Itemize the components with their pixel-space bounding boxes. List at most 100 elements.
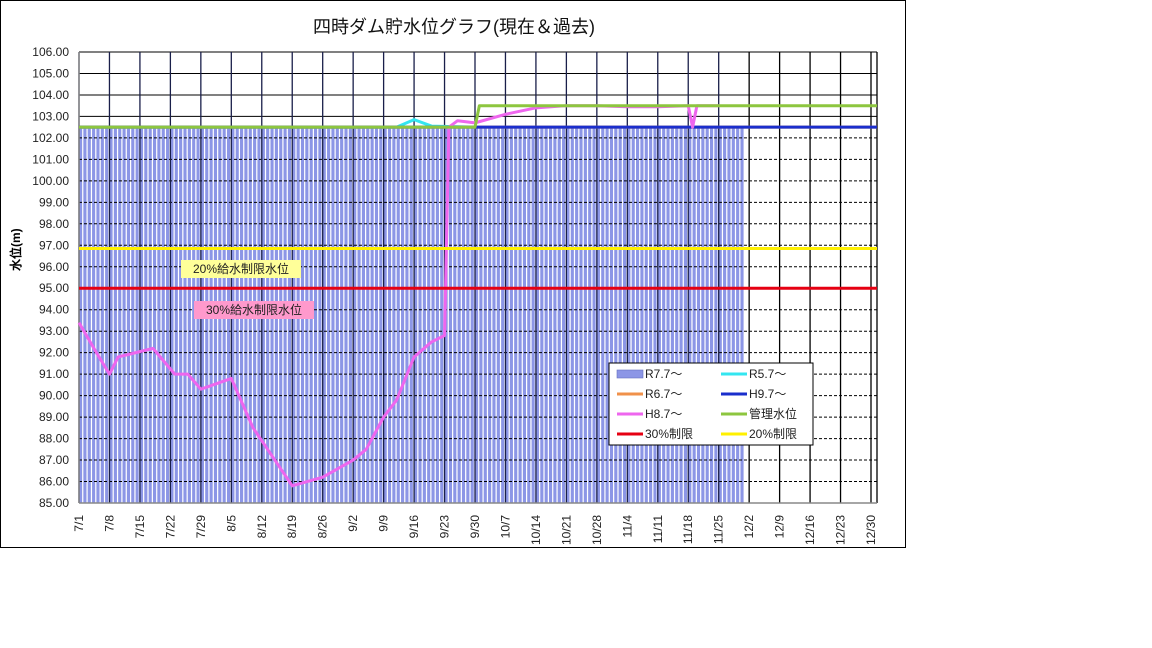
bar xyxy=(374,127,379,504)
bar xyxy=(126,127,131,504)
x-tick-label: 10/14 xyxy=(529,515,543,545)
bar xyxy=(331,127,335,504)
bar xyxy=(518,127,522,504)
bar xyxy=(414,127,418,504)
y-tick-label: 94.00 xyxy=(39,303,69,317)
bar xyxy=(740,127,744,504)
bar xyxy=(105,127,109,504)
x-tick-label: 10/7 xyxy=(498,515,512,539)
bar xyxy=(361,127,365,504)
bar xyxy=(313,127,318,504)
bar xyxy=(131,127,135,504)
bar xyxy=(601,127,605,504)
bar xyxy=(675,127,679,504)
bar xyxy=(535,127,540,504)
bar xyxy=(522,127,527,504)
bar xyxy=(401,127,405,504)
bar xyxy=(383,127,387,504)
bar xyxy=(152,127,157,504)
bar xyxy=(531,127,535,504)
bar xyxy=(683,127,688,504)
y-tick-label: 98.00 xyxy=(39,217,69,231)
bar xyxy=(479,127,483,504)
bar xyxy=(544,127,548,504)
bar xyxy=(440,127,444,504)
bar xyxy=(83,127,87,504)
bar xyxy=(540,127,544,504)
x-tick-label: 12/2 xyxy=(742,515,756,539)
bar xyxy=(144,127,148,504)
bar xyxy=(79,127,83,504)
y-tick-label: 102.00 xyxy=(32,131,69,145)
x-tick-label: 9/9 xyxy=(377,515,391,532)
legend-label: 30%制限 xyxy=(645,427,693,441)
bar xyxy=(649,127,653,504)
bar xyxy=(492,127,496,504)
y-tick-label: 100.00 xyxy=(32,174,69,188)
y-tick-label: 97.00 xyxy=(39,238,69,252)
bar xyxy=(139,127,144,504)
y-tick-label: 88.00 xyxy=(39,432,69,446)
bar xyxy=(631,127,635,504)
annotation-label: 30%給水制限水位 xyxy=(206,302,302,317)
annotation-box xyxy=(181,260,301,278)
y-tick-label: 105.00 xyxy=(32,66,69,80)
x-tick-label: 9/16 xyxy=(407,515,421,539)
bar xyxy=(179,127,183,504)
y-tick-label: 101.00 xyxy=(32,152,69,166)
x-tick-label: 7/22 xyxy=(163,515,177,539)
bar xyxy=(166,127,170,504)
bar xyxy=(387,127,392,504)
bar xyxy=(327,127,331,504)
y-tick-label: 99.00 xyxy=(39,195,69,209)
bar xyxy=(501,127,505,504)
bar xyxy=(709,127,714,504)
x-tick-label: 11/18 xyxy=(681,515,695,544)
bar xyxy=(170,127,174,504)
bar xyxy=(92,127,96,504)
x-tick-label: 12/23 xyxy=(834,515,848,545)
bar xyxy=(562,127,566,504)
bar xyxy=(113,127,117,504)
bar xyxy=(357,127,361,504)
bar xyxy=(318,127,322,504)
bar xyxy=(605,127,609,504)
annotation-box xyxy=(194,301,314,319)
bar xyxy=(470,127,474,504)
x-tick-label: 12/30 xyxy=(864,515,878,545)
bar xyxy=(670,127,674,504)
bar xyxy=(322,127,326,504)
x-tick-label: 9/30 xyxy=(468,515,482,539)
bar xyxy=(461,127,466,504)
bar xyxy=(575,127,579,504)
bar xyxy=(514,127,518,504)
bar xyxy=(679,127,683,504)
y-tick-label: 96.00 xyxy=(39,260,69,274)
bar xyxy=(640,127,644,504)
x-tick-label: 7/8 xyxy=(102,515,116,532)
y-tick-label: 90.00 xyxy=(39,389,69,403)
y-tick-label: 91.00 xyxy=(39,367,69,381)
bar xyxy=(409,127,413,504)
bar xyxy=(183,127,187,504)
bar xyxy=(148,127,152,504)
bar xyxy=(475,127,479,504)
x-tick-label: 7/15 xyxy=(133,515,147,539)
y-tick-label: 87.00 xyxy=(39,453,69,467)
x-tick-label: 11/4 xyxy=(620,515,634,538)
bar xyxy=(366,127,370,504)
bar xyxy=(644,127,648,504)
bar xyxy=(657,127,661,504)
x-tick-label: 8/26 xyxy=(316,515,330,539)
x-tick-label: 10/28 xyxy=(590,515,604,545)
bar xyxy=(622,127,627,504)
x-tick-label: 10/21 xyxy=(559,515,573,545)
legend-label: 管理水位 xyxy=(749,406,797,421)
bar xyxy=(422,127,426,504)
legend-label: R5.7〜 xyxy=(749,367,786,381)
legend-label: H9.7〜 xyxy=(749,387,786,401)
x-tick-label: 7/29 xyxy=(194,515,208,539)
legend-label: R7.7〜 xyxy=(645,367,682,381)
bar xyxy=(118,127,122,504)
bar xyxy=(614,127,618,504)
